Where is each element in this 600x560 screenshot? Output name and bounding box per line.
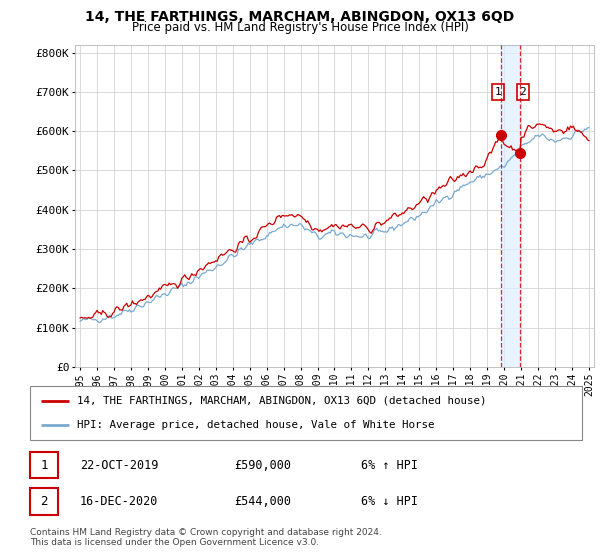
Bar <box>30 452 58 478</box>
Text: HPI: Average price, detached house, Vale of White Horse: HPI: Average price, detached house, Vale… <box>77 420 434 430</box>
Text: 22-OCT-2019: 22-OCT-2019 <box>80 459 158 472</box>
Text: 6% ↓ HPI: 6% ↓ HPI <box>361 495 418 508</box>
Text: 2: 2 <box>520 87 526 97</box>
Text: 1: 1 <box>495 87 502 97</box>
Text: 14, THE FARTHINGS, MARCHAM, ABINGDON, OX13 6QD (detached house): 14, THE FARTHINGS, MARCHAM, ABINGDON, OX… <box>77 396 487 406</box>
Text: 16-DEC-2020: 16-DEC-2020 <box>80 495 158 508</box>
Bar <box>501 45 520 367</box>
Text: Price paid vs. HM Land Registry's House Price Index (HPI): Price paid vs. HM Land Registry's House … <box>131 21 469 34</box>
Text: 14, THE FARTHINGS, MARCHAM, ABINGDON, OX13 6QD: 14, THE FARTHINGS, MARCHAM, ABINGDON, OX… <box>85 10 515 24</box>
Text: £590,000: £590,000 <box>234 459 291 472</box>
Text: 6% ↑ HPI: 6% ↑ HPI <box>361 459 418 472</box>
Bar <box>30 488 58 515</box>
Text: £544,000: £544,000 <box>234 495 291 508</box>
Text: 1: 1 <box>40 459 47 472</box>
Text: Contains HM Land Registry data © Crown copyright and database right 2024.
This d: Contains HM Land Registry data © Crown c… <box>30 528 382 547</box>
Text: 2: 2 <box>40 495 47 508</box>
